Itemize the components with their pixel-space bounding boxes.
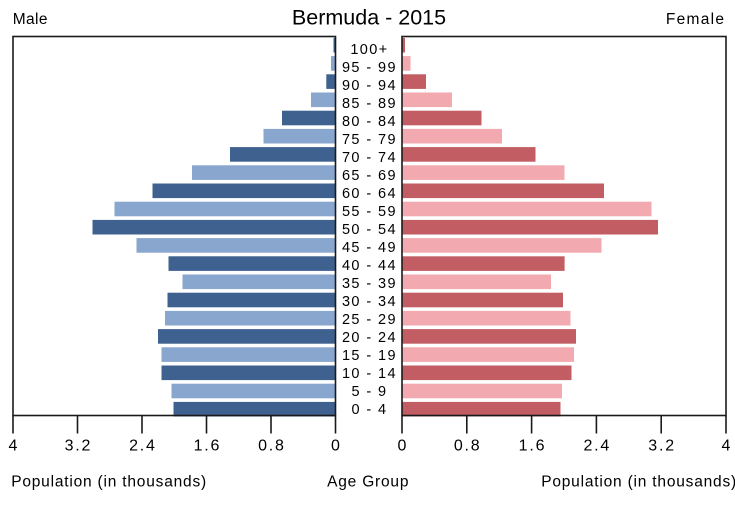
svg-text:15 - 19: 15 - 19 bbox=[342, 348, 397, 364]
svg-text:20 - 24: 20 - 24 bbox=[342, 330, 397, 346]
svg-text:65 - 69: 65 - 69 bbox=[342, 168, 397, 184]
svg-text:85 - 89: 85 - 89 bbox=[342, 96, 397, 112]
svg-text:25 - 29: 25 - 29 bbox=[342, 312, 397, 328]
svg-text:Age Group: Age Group bbox=[327, 474, 409, 491]
svg-text:100+: 100+ bbox=[350, 42, 388, 58]
svg-text:3.2: 3.2 bbox=[648, 438, 676, 455]
svg-text:75 - 79: 75 - 79 bbox=[342, 132, 397, 148]
svg-text:5 - 9: 5 - 9 bbox=[351, 384, 387, 400]
svg-text:Population (in thousands): Population (in thousands) bbox=[541, 474, 735, 491]
svg-text:1.6: 1.6 bbox=[194, 438, 222, 455]
svg-text:4: 4 bbox=[9, 438, 18, 455]
svg-text:45 - 49: 45 - 49 bbox=[342, 240, 397, 256]
svg-text:40 - 44: 40 - 44 bbox=[342, 258, 397, 274]
svg-text:0: 0 bbox=[331, 438, 340, 455]
svg-text:Population (in thousands): Population (in thousands) bbox=[11, 474, 207, 491]
svg-text:2.4: 2.4 bbox=[129, 438, 157, 455]
svg-text:80 - 84: 80 - 84 bbox=[342, 114, 397, 130]
svg-text:50 - 54: 50 - 54 bbox=[342, 222, 397, 238]
svg-text:55 - 59: 55 - 59 bbox=[342, 204, 397, 220]
svg-text:0: 0 bbox=[398, 438, 407, 455]
svg-text:30 - 34: 30 - 34 bbox=[342, 294, 397, 310]
svg-text:0.8: 0.8 bbox=[258, 438, 286, 455]
svg-text:3.2: 3.2 bbox=[65, 438, 93, 455]
svg-text:2.4: 2.4 bbox=[583, 438, 611, 455]
svg-text:Bermuda - 2015: Bermuda - 2015 bbox=[292, 6, 446, 30]
svg-text:35 - 39: 35 - 39 bbox=[342, 276, 397, 292]
svg-text:95 - 99: 95 - 99 bbox=[342, 60, 397, 76]
svg-text:Male: Male bbox=[13, 11, 48, 28]
svg-text:0.8: 0.8 bbox=[454, 438, 482, 455]
svg-text:0 - 4: 0 - 4 bbox=[351, 402, 387, 418]
svg-text:90 - 94: 90 - 94 bbox=[342, 78, 397, 94]
svg-text:10 - 14: 10 - 14 bbox=[342, 366, 397, 382]
svg-text:4: 4 bbox=[722, 438, 731, 455]
svg-text:60 - 64: 60 - 64 bbox=[342, 186, 397, 202]
svg-text:Female: Female bbox=[666, 11, 725, 28]
svg-text:1.6: 1.6 bbox=[519, 438, 547, 455]
svg-text:70 - 74: 70 - 74 bbox=[342, 150, 397, 166]
